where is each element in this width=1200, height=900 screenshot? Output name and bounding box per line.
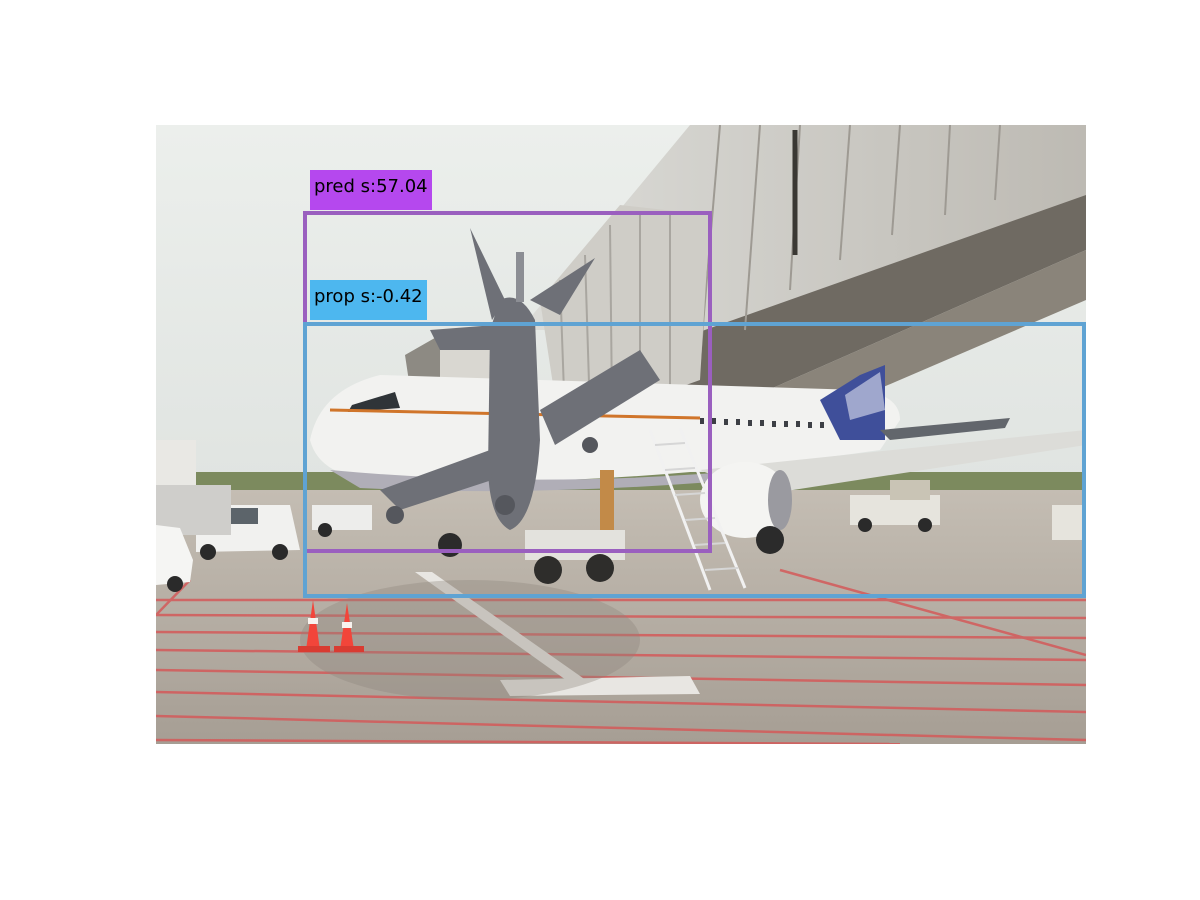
traffic-cones [298,600,364,652]
airport-photo [156,125,1086,744]
prop-bounding-box [303,322,1086,598]
pred-score-label: pred s:57.04 [310,170,432,210]
prop-score-label: prop s:-0.42 [310,280,427,320]
